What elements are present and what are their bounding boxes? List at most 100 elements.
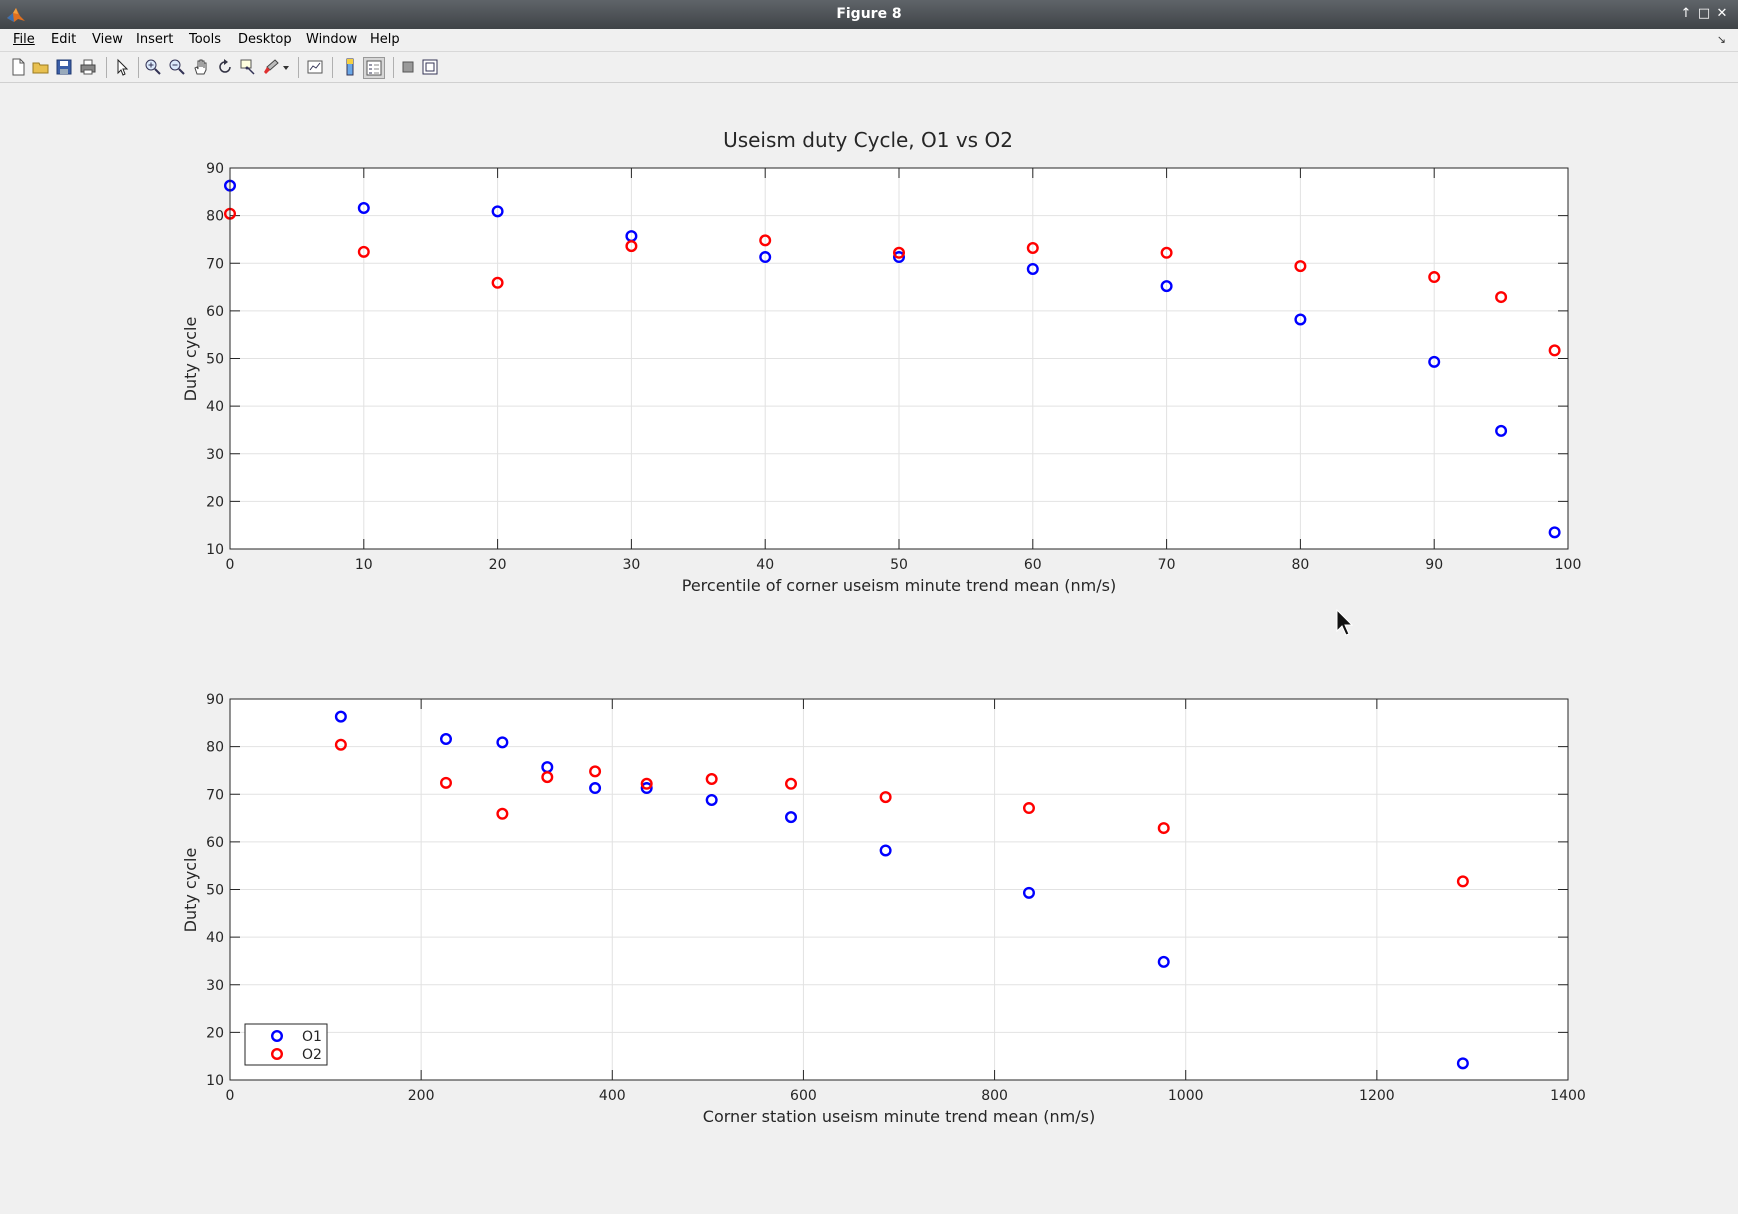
data-point-o1[interactable] bbox=[640, 782, 653, 795]
data-point-o2[interactable] bbox=[1026, 242, 1039, 255]
legend[interactable]: O1 O2 bbox=[244, 1023, 328, 1066]
data-point-o2[interactable] bbox=[1160, 246, 1173, 259]
y-tick-label: 20 bbox=[206, 1025, 224, 1041]
data-point-o2[interactable] bbox=[589, 765, 602, 778]
x-tick-label: 200 bbox=[408, 1088, 435, 1104]
x-tick-label: 50 bbox=[890, 557, 908, 573]
data-point-o2[interactable] bbox=[893, 246, 906, 259]
y-tick-label: 30 bbox=[206, 978, 224, 994]
x-tick-label: 800 bbox=[981, 1088, 1008, 1104]
menu-view-label: View bbox=[92, 32, 123, 47]
data-point-o1[interactable] bbox=[1495, 424, 1508, 437]
data-point-o1[interactable] bbox=[357, 202, 370, 215]
data-point-o1[interactable] bbox=[334, 710, 347, 723]
brush-dropdown-icon[interactable] bbox=[281, 57, 291, 77]
hide-plot-tools-icon[interactable] bbox=[398, 57, 418, 77]
figure-svg: 0 10 20 30 40 50 60 70 80 90 100102030405060708090… bbox=[181, 128, 1586, 1126]
legend-icon[interactable] bbox=[363, 57, 385, 79]
data-point-o1[interactable] bbox=[1022, 886, 1035, 899]
data-point-o1[interactable] bbox=[1456, 1057, 1469, 1070]
data-point-o2[interactable] bbox=[357, 245, 370, 258]
colorbar-icon[interactable] bbox=[340, 57, 360, 77]
x-tick-label: 40 bbox=[756, 557, 774, 573]
rotate-3d-icon[interactable] bbox=[215, 57, 235, 77]
dock-arrow-icon[interactable]: ↘ bbox=[1716, 33, 1726, 46]
bottom-tick-labels: 0 200 400 600 800 1000 1200 1400 10 20 30 40 50 60 70 8… bbox=[206, 692, 1586, 1104]
legend-marker-o1 bbox=[271, 1030, 284, 1043]
data-point-o1[interactable] bbox=[496, 736, 509, 749]
y-tick-label: 90 bbox=[206, 692, 224, 708]
data-point-o1[interactable] bbox=[893, 251, 906, 264]
data-point-o2[interactable] bbox=[1022, 802, 1035, 815]
data-point-o2[interactable] bbox=[625, 240, 638, 253]
print-icon[interactable] bbox=[78, 57, 98, 77]
data-point-o2[interactable] bbox=[496, 807, 509, 820]
bottom-points bbox=[334, 710, 1469, 1070]
data-point-o1[interactable] bbox=[1160, 280, 1173, 293]
menu-file[interactable]: File bbox=[13, 32, 35, 47]
pan-hand-icon[interactable] bbox=[191, 57, 211, 77]
data-point-o2[interactable] bbox=[1456, 875, 1469, 888]
data-point-o1[interactable] bbox=[1026, 262, 1039, 275]
x-tick-label: 10 bbox=[355, 557, 373, 573]
data-point-o1[interactable] bbox=[785, 811, 798, 824]
data-point-o2[interactable] bbox=[705, 773, 718, 786]
top-y-axis-label: Duty cycle bbox=[181, 317, 200, 402]
menu-view[interactable]: View bbox=[92, 32, 123, 47]
data-point-o1[interactable] bbox=[705, 793, 718, 806]
data-point-o1[interactable] bbox=[759, 251, 772, 264]
data-point-o2[interactable] bbox=[1495, 291, 1508, 304]
maximize-window-icon[interactable]: □ bbox=[1697, 6, 1711, 21]
data-point-o2[interactable] bbox=[1157, 822, 1170, 835]
data-point-o2[interactable] bbox=[439, 776, 452, 789]
edit-plot-arrow-icon[interactable] bbox=[112, 57, 132, 77]
menu-edit[interactable]: Edit bbox=[51, 32, 76, 47]
data-point-o1[interactable] bbox=[879, 844, 892, 857]
open-file-icon[interactable] bbox=[31, 57, 51, 77]
minimize-window-icon[interactable]: ↑ bbox=[1680, 6, 1692, 21]
data-point-o2[interactable] bbox=[1428, 271, 1441, 284]
menu-help[interactable]: Help bbox=[370, 32, 400, 47]
new-figure-icon[interactable] bbox=[8, 57, 28, 77]
data-point-o1[interactable] bbox=[1548, 526, 1561, 539]
data-point-o1[interactable] bbox=[1294, 313, 1307, 326]
y-tick-label: 30 bbox=[206, 447, 224, 463]
data-point-o1[interactable] bbox=[1428, 355, 1441, 368]
menu-window[interactable]: Window bbox=[306, 32, 357, 47]
data-point-o2[interactable] bbox=[879, 791, 892, 804]
data-point-o2[interactable] bbox=[334, 738, 347, 751]
data-cursor-icon[interactable] bbox=[238, 57, 258, 77]
bottom-y-axis-label: Duty cycle bbox=[181, 848, 200, 933]
x-tick-label: 60 bbox=[1024, 557, 1042, 573]
show-plot-tools-icon[interactable] bbox=[420, 57, 440, 77]
legend-label-o1: O1 bbox=[302, 1029, 322, 1045]
link-plot-icon[interactable] bbox=[305, 57, 325, 77]
data-point-o2[interactable] bbox=[640, 777, 653, 790]
data-point-o2[interactable] bbox=[759, 234, 772, 247]
y-tick-label: 40 bbox=[206, 930, 224, 946]
toolbar-separator bbox=[298, 57, 299, 78]
bottom-grid bbox=[230, 699, 1568, 1080]
menu-insert[interactable]: Insert bbox=[136, 32, 173, 47]
data-point-o1[interactable] bbox=[439, 733, 452, 746]
bottom-x-axis-label: Corner station useism minute trend mean … bbox=[703, 1107, 1095, 1126]
zoom-in-icon[interactable] bbox=[143, 57, 163, 77]
menu-desktop[interactable]: Desktop bbox=[238, 32, 292, 47]
y-tick-label: 50 bbox=[206, 352, 224, 368]
menu-help-label: Help bbox=[370, 32, 400, 47]
y-tick-label: 90 bbox=[206, 161, 224, 177]
data-point-o2[interactable] bbox=[1294, 260, 1307, 273]
data-point-o1[interactable] bbox=[491, 205, 504, 218]
data-point-o2[interactable] bbox=[1548, 344, 1561, 357]
toolbar-separator bbox=[138, 57, 139, 78]
brush-icon[interactable] bbox=[261, 57, 281, 77]
data-point-o2[interactable] bbox=[541, 771, 554, 784]
data-point-o2[interactable] bbox=[491, 276, 504, 289]
save-icon[interactable] bbox=[54, 57, 74, 77]
data-point-o1[interactable] bbox=[589, 782, 602, 795]
data-point-o1[interactable] bbox=[1157, 955, 1170, 968]
close-window-icon[interactable]: ✕ bbox=[1716, 6, 1728, 21]
data-point-o2[interactable] bbox=[785, 777, 798, 790]
menu-tools[interactable]: Tools bbox=[189, 32, 221, 47]
zoom-out-icon[interactable] bbox=[167, 57, 187, 77]
